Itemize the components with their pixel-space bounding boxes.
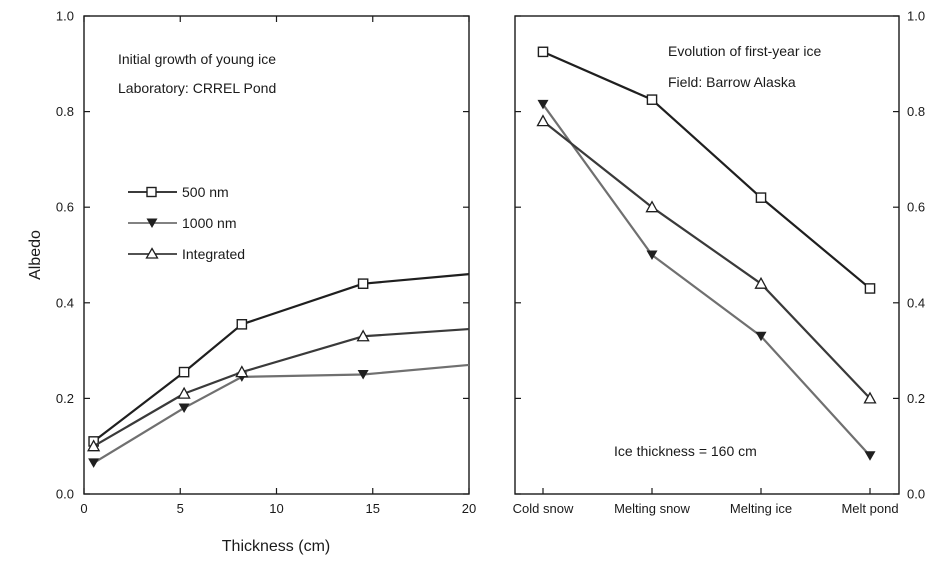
left-x-tick-label-4: 20 bbox=[462, 501, 476, 516]
legend-item-500nm: 500 nm bbox=[128, 184, 229, 200]
legend-label-500nm: 500 nm bbox=[182, 184, 229, 200]
left-x-ticks: 0 5 10 15 20 bbox=[80, 16, 476, 516]
right-y-tick-label-0: 0.0 bbox=[907, 487, 925, 502]
left-series-1-point-3 bbox=[357, 370, 369, 380]
legend-marker-triangle-down-icon bbox=[146, 218, 158, 228]
right-y-tick-label-1: 0.2 bbox=[907, 391, 925, 406]
right-series-2-point-1 bbox=[645, 200, 659, 213]
right-y-ticks: 0.0 0.2 0.4 0.6 0.8 1.0 bbox=[515, 9, 925, 502]
left-x-tick-label-1: 5 bbox=[177, 501, 184, 516]
right-x-ticks: Cold snow Melting snow Melting ice Melt pon… bbox=[513, 488, 899, 516]
left-y-tick-label-4: 0.8 bbox=[56, 104, 74, 119]
right-y-tick-label-3: 0.6 bbox=[907, 200, 925, 215]
left-x-tick-label-0: 0 bbox=[80, 501, 87, 516]
right-series-0-point-3 bbox=[864, 283, 876, 294]
right-annotation-subtitle: Field: Barrow Alaska bbox=[668, 74, 796, 90]
legend-marker-triangle-up-icon bbox=[145, 247, 159, 259]
left-series-line-0 bbox=[92, 273, 470, 443]
left-y-ticks: 0.0 0.2 0.4 0.6 0.8 1.0 bbox=[56, 9, 469, 502]
left-series-2-point-2 bbox=[235, 365, 249, 378]
right-series-line-2 bbox=[542, 120, 871, 400]
left-series-0-point-1 bbox=[178, 366, 190, 378]
right-series-line-0 bbox=[542, 50, 871, 290]
right-series-1-point-0 bbox=[537, 99, 549, 110]
left-y-tick-label-1: 0.2 bbox=[56, 391, 74, 406]
right-panel: 0.0 0.2 0.4 0.6 0.8 1.0 Cold snow Melting snow… bbox=[513, 9, 925, 517]
right-series-line-1 bbox=[542, 103, 871, 457]
left-panel: 0.0 0.2 0.4 0.6 0.8 1.0 0 5 10 15 20 Albedo Thick… bbox=[27, 9, 476, 556]
left-annotation-title: Initial growth of young ice bbox=[118, 51, 276, 67]
left-series-2-point-3 bbox=[356, 329, 370, 342]
right-series-1-point-2 bbox=[755, 331, 767, 342]
legend: 500 nm 1000 nm Integrated bbox=[128, 184, 245, 262]
left-annotation-subtitle: Laboratory: CRREL Pond bbox=[118, 80, 276, 96]
left-x-tick-label-2: 10 bbox=[269, 501, 283, 516]
legend-marker-square-icon bbox=[146, 186, 157, 198]
left-series-0-point-3 bbox=[357, 278, 369, 289]
right-y-tick-label-4: 0.8 bbox=[907, 104, 925, 119]
right-series-1-point-3 bbox=[864, 451, 876, 461]
left-series-0-point-2 bbox=[236, 319, 248, 330]
right-y-tick-label-2: 0.4 bbox=[907, 295, 925, 310]
right-x-tick-label-0: Cold snow bbox=[513, 501, 574, 516]
left-y-tick-label-5: 1.0 bbox=[56, 9, 74, 24]
right-annotation-ice-thickness: Ice thickness = 160 cm bbox=[614, 443, 757, 459]
legend-item-integrated: Integrated bbox=[128, 246, 245, 262]
right-series-2-point-3 bbox=[863, 391, 877, 404]
left-series-2-point-1 bbox=[177, 386, 191, 399]
left-series-2-point-0 bbox=[87, 439, 101, 452]
left-y-axis-title: Albedo bbox=[27, 230, 44, 280]
left-series bbox=[87, 273, 470, 468]
left-x-tick-label-3: 15 bbox=[366, 501, 380, 516]
right-x-tick-label-3: Melt pond bbox=[841, 501, 898, 516]
left-series-1-point-0 bbox=[88, 458, 100, 468]
legend-label-1000nm: 1000 nm bbox=[182, 215, 236, 231]
left-y-tick-label-2: 0.4 bbox=[56, 295, 74, 310]
right-plot-frame bbox=[514, 15, 900, 495]
right-series-0-point-1 bbox=[646, 94, 658, 105]
left-series-1-point-1 bbox=[178, 403, 190, 413]
right-x-tick-label-1: Melting snow bbox=[614, 501, 690, 516]
right-series-2-point-2 bbox=[754, 276, 768, 289]
right-series-0-point-0 bbox=[537, 46, 549, 58]
left-x-axis-title: Thickness (cm) bbox=[222, 538, 330, 555]
right-annotation-title: Evolution of first-year ice bbox=[668, 43, 821, 59]
legend-item-1000nm: 1000 nm bbox=[128, 215, 236, 231]
left-y-tick-label-3: 0.6 bbox=[56, 200, 74, 215]
left-y-tick-label-0: 0.0 bbox=[56, 487, 74, 502]
right-x-tick-label-2: Melting ice bbox=[730, 501, 792, 516]
right-series-2-point-0 bbox=[536, 114, 550, 127]
right-series-0-point-2 bbox=[755, 192, 767, 203]
right-y-tick-label-5: 1.0 bbox=[907, 9, 925, 24]
legend-label-integrated: Integrated bbox=[182, 246, 245, 262]
right-series-1-point-1 bbox=[646, 250, 658, 260]
right-series bbox=[536, 46, 877, 461]
